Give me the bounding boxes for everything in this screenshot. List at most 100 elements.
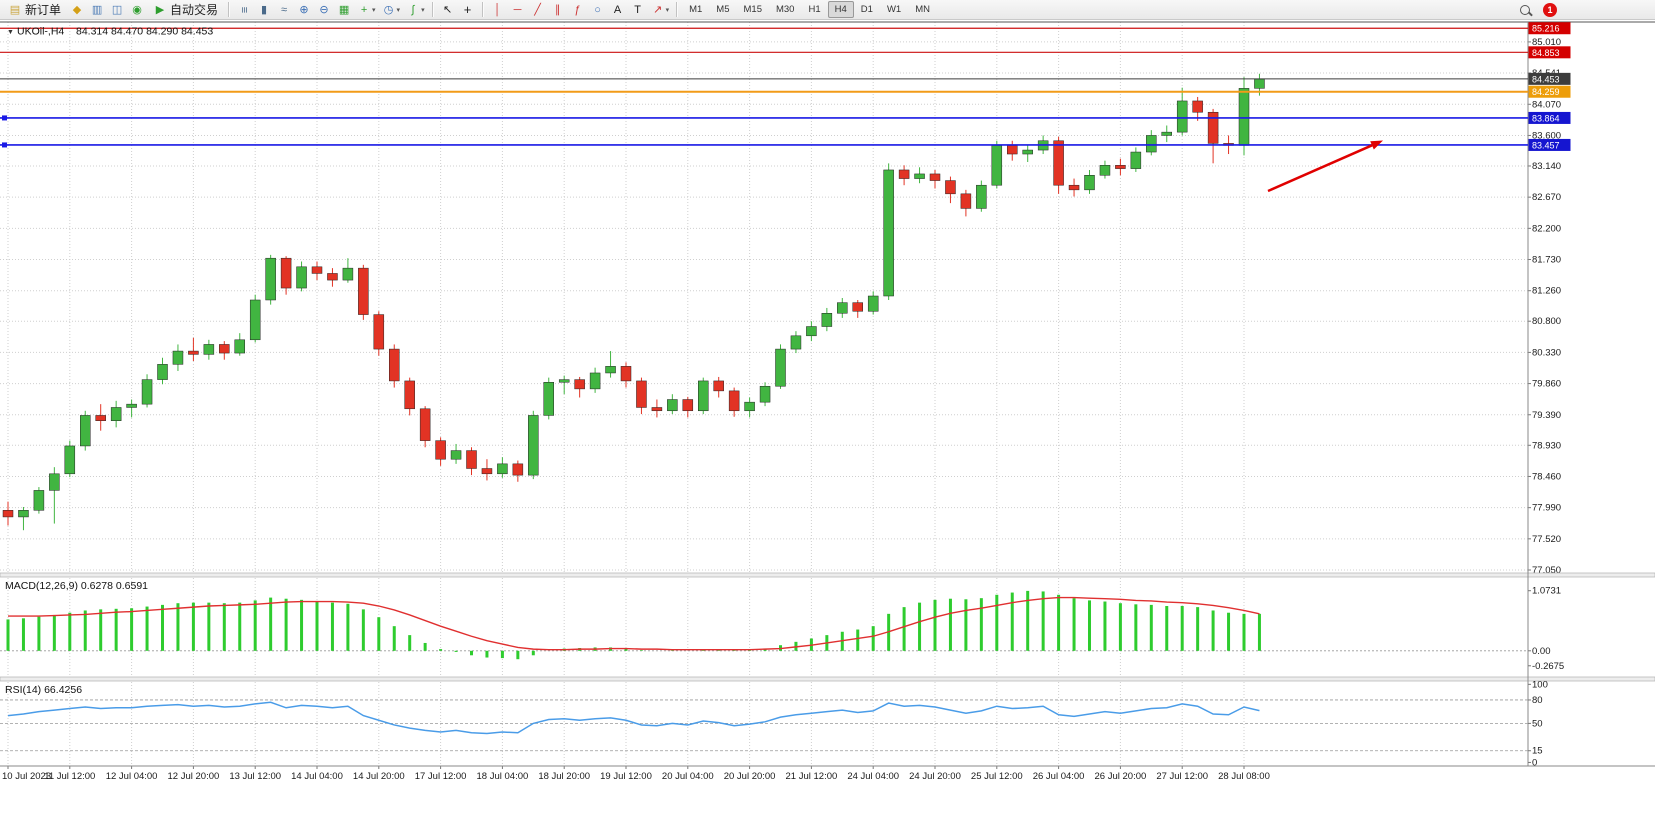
tile-windows-icon: ▦	[338, 3, 350, 16]
line-chart-button[interactable]: ≈	[274, 0, 294, 19]
vertical-line-button[interactable]: │	[488, 0, 508, 19]
candle-body	[404, 380, 415, 410]
autotrade-icon: ▶	[155, 3, 165, 16]
rsi-indicator: 100 80 50 150	[0, 679, 1548, 768]
text-icon: A	[613, 3, 622, 16]
timeframe-m30-button[interactable]: M30	[775, 4, 795, 15]
one-click-trading-toggle[interactable]: ▼	[7, 29, 14, 36]
bar-chart-button[interactable]: ≡	[234, 0, 254, 19]
candle-body	[389, 348, 400, 382]
candle-body	[713, 380, 724, 392]
timeframe-mn-button[interactable]: MN	[915, 4, 930, 15]
candle-body	[898, 169, 910, 179]
time-axis-label: 13 Jul 12:00	[229, 771, 281, 782]
timeframe-w1-button[interactable]: W1	[886, 4, 902, 15]
price-axis-badges: 85.216 84.853 84.453 84.259 83.864 83.457	[1528, 22, 1571, 151]
price-axis-tick-label: 79.860	[1532, 379, 1561, 390]
navigator-button[interactable]: ◫	[107, 0, 127, 19]
rsi-panel-separator[interactable]	[0, 676, 1655, 682]
time-axis-label: 17 Jul 12:00	[415, 771, 467, 782]
price-axis-tick-label: 84.070	[1532, 99, 1561, 110]
time-axis-label: 12 Jul 04:00	[106, 771, 158, 782]
candle-body	[775, 348, 786, 387]
zoom-out-button[interactable]: ⊖	[314, 0, 334, 19]
macd-signal-line	[8, 596, 1260, 651]
price-axis-tick-label: 77.050	[1532, 565, 1561, 576]
toolbar-separator	[676, 2, 679, 17]
candle-body	[512, 463, 524, 476]
search-button[interactable]	[1517, 0, 1533, 19]
toolbar-separator	[481, 2, 484, 17]
candlestick-chart-button[interactable]: ▮	[254, 0, 274, 19]
indicators-list-button[interactable]: ∫ ▾	[403, 0, 428, 19]
timeframe-h1-button[interactable]: H1	[808, 4, 821, 15]
fibonacci-icon: ƒ	[574, 3, 581, 16]
trend-arrow[interactable]	[1267, 140, 1383, 193]
crosshair-button[interactable]: +	[458, 0, 478, 19]
candle-body	[1084, 175, 1095, 191]
equidistant-channel-button[interactable]: ∥	[548, 0, 568, 19]
data-window-icon: ▥	[91, 3, 103, 16]
macd-axis-tick-label: 1.0731	[1532, 586, 1561, 597]
candle-body	[1022, 149, 1033, 155]
price-axis-tick-label: 79.390	[1532, 410, 1561, 421]
arrows-button[interactable]: ↗ ▾	[648, 0, 673, 19]
trendline-button[interactable]: ╱	[528, 0, 548, 19]
horizontal-line-icon: ─	[513, 3, 522, 16]
macd-axis-tick-label: 0.00	[1532, 646, 1551, 657]
text-button[interactable]: A	[608, 0, 628, 19]
candle-body	[1115, 165, 1126, 169]
candle-body	[620, 366, 632, 382]
zoom-in-button[interactable]: ⊕	[294, 0, 314, 19]
expert-advisors-icon: ◉	[132, 3, 142, 16]
expert-advisors-button[interactable]: ◉	[127, 0, 147, 19]
price-badge	[1528, 85, 1571, 98]
line-chart-icon: ≈	[281, 3, 288, 16]
candle-body	[744, 401, 755, 412]
candle-body	[945, 180, 956, 195]
horizontal-line-button[interactable]: ─	[508, 0, 528, 19]
candle-body	[419, 408, 431, 441]
chart-canvas[interactable]: 85.01084.54184.07083.60083.14082.67082.2…	[0, 20, 1655, 831]
autotrade-button[interactable]: ▶ 自动交易	[147, 0, 224, 19]
text-label-icon: T	[634, 3, 641, 16]
timeframe-m5-button[interactable]: M5	[716, 4, 730, 15]
notification-badge[interactable]: 1	[1543, 2, 1557, 17]
timeframe-d1-button[interactable]: D1	[860, 4, 873, 15]
data-window-button[interactable]: ▥	[87, 0, 107, 19]
new-chart-button[interactable]: + ▾	[354, 0, 379, 19]
timeframe-m1-button[interactable]: M1	[689, 4, 703, 15]
timeframe-m15-button[interactable]: M15	[743, 4, 762, 15]
tile-windows-button[interactable]: ▦	[334, 0, 354, 19]
hline-handle[interactable]	[2, 115, 7, 121]
candle-body	[929, 173, 941, 181]
candle-body	[821, 313, 833, 327]
candle-body	[759, 385, 771, 403]
candle-body	[373, 314, 385, 350]
time-axis-label: 26 Jul 20:00	[1095, 771, 1147, 782]
price-badge	[1528, 138, 1571, 151]
candle-body	[1254, 78, 1265, 89]
price-badge	[1528, 46, 1571, 59]
text-label-button[interactable]: T	[628, 0, 648, 19]
timeframe-h4-button[interactable]: H4	[827, 1, 854, 18]
macd-axis-tick-label: -0.2675	[1532, 661, 1564, 672]
time-axis-label: 28 Jul 08:00	[1218, 771, 1270, 782]
candle-body	[574, 379, 585, 390]
candle-body	[837, 302, 848, 314]
new-order-button[interactable]: ▤ 新订单	[2, 0, 67, 19]
candle-body	[311, 266, 323, 274]
candle-body	[1099, 165, 1111, 176]
candle-body	[296, 266, 307, 289]
fibonacci-button[interactable]: ƒ	[568, 0, 588, 19]
price-badge-label: 84.259	[1532, 87, 1560, 97]
chart-profiles-button[interactable]: ◷ ▾	[379, 0, 404, 19]
candle-body	[976, 184, 987, 209]
ellipse-button[interactable]: ○	[588, 0, 608, 19]
hline-handle[interactable]	[2, 142, 7, 148]
new-order-icon: ▤	[9, 3, 21, 16]
candle-body	[1053, 140, 1064, 186]
market-watch-button[interactable]: ◆	[67, 0, 87, 19]
cursor-button[interactable]: ↖	[438, 0, 458, 19]
macd-panel-separator[interactable]	[0, 572, 1655, 578]
